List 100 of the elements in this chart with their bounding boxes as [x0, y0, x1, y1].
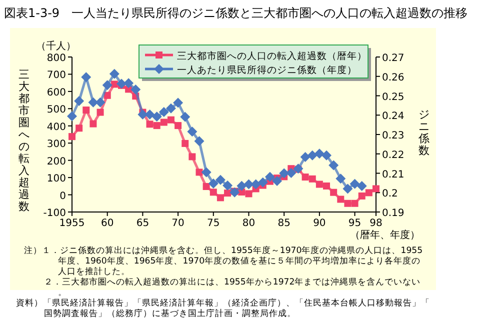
point: [158, 107, 169, 118]
point: [187, 126, 198, 137]
y-tick-label: 0: [60, 190, 66, 202]
point: [337, 196, 344, 203]
point: [116, 78, 126, 89]
point: [351, 200, 358, 207]
point: [322, 150, 332, 160]
y-tick-label: 600: [46, 87, 66, 98]
point: [153, 122, 160, 130]
point: [152, 112, 162, 122]
x-tick-label: 98: [370, 218, 382, 229]
point: [138, 110, 148, 120]
point: [342, 184, 353, 194]
point: [323, 182, 330, 190]
point: [308, 175, 316, 182]
point: [188, 153, 196, 160]
point: [201, 167, 212, 178]
point: [109, 68, 120, 79]
point: [104, 92, 111, 99]
x-tick-label: 75: [207, 218, 220, 229]
legend-label: 三大都市圏への人口の転入超過数（暦年）: [177, 50, 367, 62]
point: [264, 172, 275, 182]
y2-tick-label: 0.22: [382, 150, 404, 161]
point: [314, 148, 324, 159]
point: [81, 72, 92, 82]
chart-title: 図表1-3-9 一人当たり県民所得のジニ係数と三大都市圏への人口の転入超過数の推移: [4, 6, 468, 20]
point: [208, 178, 218, 189]
point: [250, 179, 261, 190]
point: [245, 190, 252, 198]
point: [328, 160, 339, 170]
point: [272, 176, 282, 186]
point: [202, 183, 210, 190]
point: [224, 190, 232, 197]
point: [358, 192, 366, 200]
x-tick-label: 90: [313, 218, 326, 229]
x-tick-label: 70: [172, 218, 184, 229]
point: [307, 150, 318, 160]
point: [180, 112, 190, 122]
point: [236, 180, 247, 191]
point: [372, 185, 380, 192]
y-tick-label: 700: [46, 70, 66, 82]
point: [95, 97, 106, 108]
legend-label: 一人あたり県民所得のジニ係数（年度）: [177, 64, 357, 76]
point: [196, 168, 203, 176]
point: [174, 122, 182, 130]
point: [74, 96, 84, 106]
x-tick-label: 80: [242, 218, 256, 229]
y2-axis-title: ジニ係数: [418, 108, 430, 157]
point: [82, 106, 90, 114]
point: [316, 180, 323, 188]
point: [330, 188, 338, 196]
text: ２．三大都市圏への転入超過数の算出には、1955年から1972年までは沖縄県を含んでいない。: [44, 276, 421, 298]
text: （暦年、年度）: [350, 229, 420, 241]
y-tick-label: 300: [46, 139, 66, 150]
point: [173, 98, 184, 108]
text: 三大都市圏への転入超過数: [18, 68, 30, 213]
y2-tick-label: 0.25: [382, 92, 404, 103]
point: [68, 133, 76, 140]
point: [124, 78, 134, 88]
point: [160, 118, 168, 126]
y-tick-label: 500: [46, 104, 66, 116]
point: [146, 120, 154, 128]
point: [110, 80, 118, 88]
point: [244, 179, 254, 190]
point: [96, 108, 104, 116]
point: [222, 180, 233, 190]
point: [279, 168, 290, 178]
y2-tick-label: 0.21: [382, 169, 404, 180]
y-tick-label: 400: [46, 122, 66, 133]
point: [167, 116, 174, 124]
point: [216, 194, 224, 202]
point: [144, 110, 155, 120]
point: [215, 174, 226, 185]
x-tick-label: 85: [278, 218, 290, 229]
point: [302, 174, 309, 181]
point: [102, 80, 112, 90]
point: [166, 103, 176, 114]
point: [130, 84, 141, 95]
point: [194, 136, 204, 146]
point: [88, 97, 98, 108]
y2-tick-label: 0.23: [382, 130, 404, 142]
y2-tick-label: 0.27: [382, 53, 404, 64]
y2-tick-label: 0.26: [382, 72, 404, 84]
point: [258, 177, 268, 188]
point: [300, 152, 310, 162]
point: [286, 168, 296, 178]
x-tick-label: 60: [100, 218, 114, 229]
point: [210, 188, 217, 196]
point: [336, 174, 346, 184]
point: [182, 140, 189, 147]
text: 注）１．ジニ係数の算出には沖縄県を含む。但し、1955年度～1970年度の沖縄県の人口は、1955年度、1960年度、1965年度、1970年度の数値を基に５年間の平均増加率により各年度の人口を推計した。: [24, 245, 423, 277]
y-tick-label: -100: [43, 208, 66, 219]
point: [90, 120, 97, 128]
point: [356, 181, 367, 192]
y2-tick-label: 0.24: [382, 111, 404, 122]
x-tick-label: 1955: [59, 218, 85, 229]
y2-tick-label: 0.19: [382, 208, 404, 219]
point: [230, 187, 240, 198]
text: （千人）: [36, 40, 76, 52]
y-tick-label: 800: [46, 53, 66, 64]
